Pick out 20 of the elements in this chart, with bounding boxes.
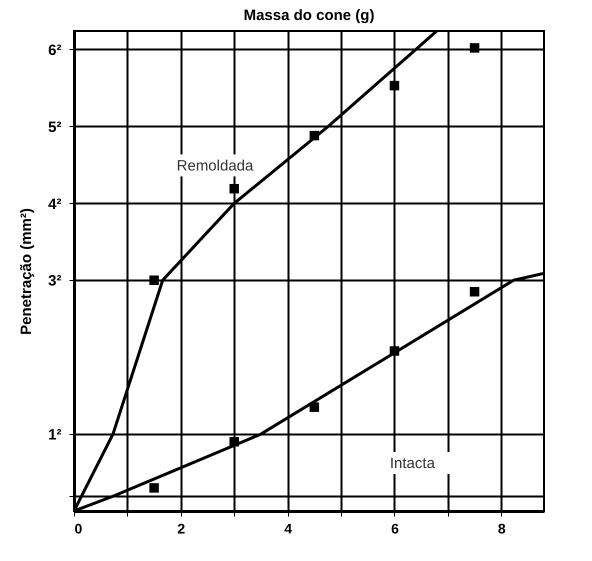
y-tick-label: 6²	[48, 42, 62, 59]
point	[149, 483, 159, 493]
y-tick-label: 5²	[48, 118, 62, 136]
annotation: Intacta	[390, 455, 436, 472]
point	[149, 275, 159, 285]
point	[229, 184, 239, 194]
point	[470, 287, 480, 297]
annotation: Remoldada	[176, 157, 254, 174]
x-tick-label: 4	[284, 520, 292, 536]
x-tick-label: 6	[391, 520, 400, 536]
y-tick-label: 1²	[48, 426, 62, 444]
y-tick-label: 3²	[48, 272, 62, 290]
point	[390, 80, 400, 90]
y-tick-label: 4²	[48, 196, 62, 213]
x-tick-label: 0	[74, 520, 82, 536]
point	[470, 43, 480, 53]
x-tick-label: 2	[177, 520, 186, 536]
chart-title: Massa do cone (g)	[244, 7, 374, 24]
y-axis-title: Penetração (mm²)	[18, 208, 36, 335]
x-tick-label: 8	[498, 520, 506, 536]
